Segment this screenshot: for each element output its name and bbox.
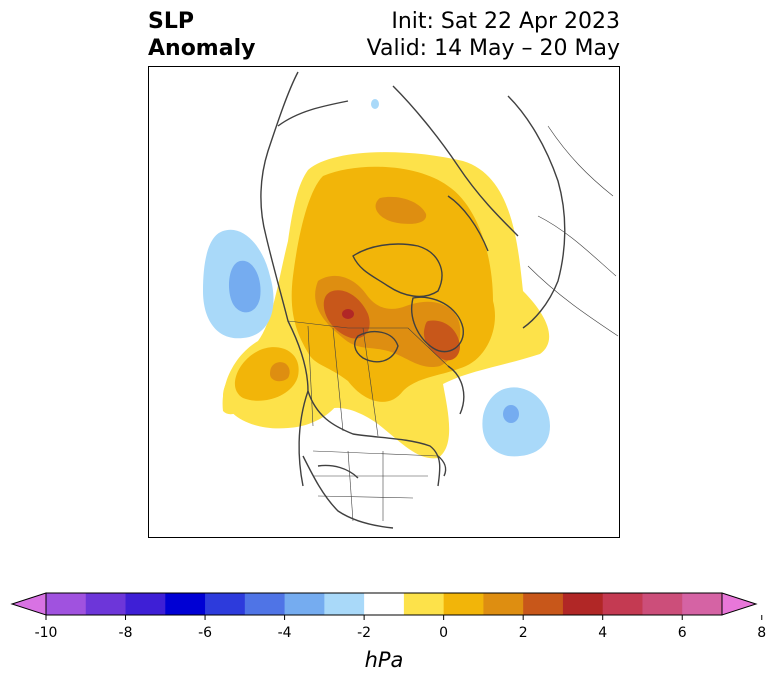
colorbar-cell [523,593,564,615]
forecast-info: Init: Sat 22 Apr 2023 Valid: 14 May – 20… [367,8,620,62]
valid-range: Valid: 14 May – 20 May [366,36,620,61]
negative-anomaly-small [371,99,379,109]
colorbar-tick-label: 0 [439,625,448,641]
negative-anomaly-pacific-core [228,260,261,313]
colorbar-tick-label: 2 [519,625,528,641]
init-date: Init: Sat 22 Apr 2023 [391,9,620,34]
colorbar: -10-8-6-4-20246810 hPa [10,592,766,672]
colorbar-cell [324,593,365,615]
colorbar-tick-label: 4 [598,625,607,641]
colorbar-extend-min [10,592,47,616]
colorbar-tick-label: 8 [757,625,766,641]
anomaly-map [148,66,620,538]
borders [287,125,619,522]
colorbar-cell [284,593,325,615]
positive-anomaly-max [342,309,354,319]
colorbar-cell [85,593,127,615]
colorbar-cell [125,593,166,615]
positive-anomaly-region-3-north [375,196,427,224]
coastlines [260,71,566,529]
colorbar-cell [642,593,683,615]
colorbar-cells [10,592,758,616]
colorbar-tick-label: -8 [119,625,133,641]
colorbar-extend-max [721,592,758,616]
colorbar-cell [682,593,723,615]
colorbar-cell [443,593,484,615]
positive-anomaly-region-2-sw [234,347,299,401]
title-line-2: Anomaly [148,36,256,61]
colorbar-unit: hPa [365,648,404,672]
colorbar-cell [403,593,445,615]
colorbar-outline [45,592,723,616]
positive-anomaly-region-3-sw [270,362,290,382]
map-title: SLP Anomaly [148,8,255,62]
colorbar-cell [205,593,246,615]
colorbar-cell [364,593,405,615]
negative-anomaly-atlantic [482,387,550,457]
colorbar-cell [244,593,286,615]
colorbar-cell [165,593,206,615]
colorbar-ticks: -10-8-6-4-20246810 [35,615,766,641]
colorbar-cell [602,593,643,615]
colorbar-tick-label: -4 [278,625,292,641]
colorbar-tick-label: 6 [678,625,687,641]
colorbar-cell [483,593,524,615]
map-border [148,66,620,538]
colorbar-tick-label: -2 [357,625,371,641]
colorbar-cell [46,593,87,615]
negative-anomaly-atlantic-core [503,405,519,423]
title-line-1: SLP [148,9,194,34]
colorbar-cell [562,593,604,615]
colorbar-tick-label: -10 [35,625,58,641]
colorbar-tick-label: -6 [198,625,212,641]
